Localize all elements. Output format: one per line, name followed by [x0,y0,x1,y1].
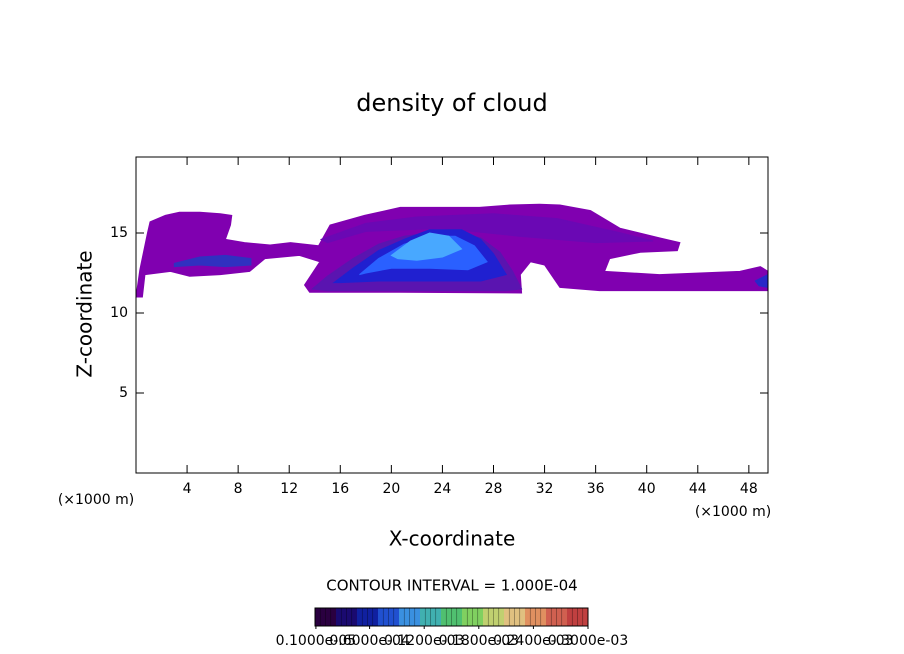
plot-frame [135,156,769,474]
x-tick-label: 44 [689,481,707,497]
x-unit-label: (×1000 m) [695,504,771,520]
colorbar-tick-label: 0.1800e-03 [439,633,519,649]
contour-region [390,232,463,261]
x-tick-label: 24 [434,481,452,497]
y-tick-label: 5 [119,385,128,401]
colorbar-tick-label: 0.2400e-03 [493,633,573,649]
x-tick-label: 12 [280,481,298,497]
colorbar-tick-label: 0.3000e-03 [548,633,628,649]
chart-title: density of cloud [356,89,547,117]
x-tick-label: 28 [485,481,503,497]
x-tick-label: 40 [638,481,656,497]
contour-region [173,254,252,268]
x-axis-label: X-coordinate [389,527,516,551]
colorbar-tick-label: 0.6000e-04 [329,633,410,649]
x-tick-label: 32 [536,481,554,497]
x-tick-label: 4 [183,481,192,497]
y-tick-label: 15 [110,225,128,241]
colorbar-tick-label: 0.1200e-03 [384,633,464,649]
y-axis-label: Z-coordinate [73,250,97,377]
x-tick-label: 16 [331,481,349,497]
x-tick-label: 8 [234,481,243,497]
contour-interval: CONTOUR INTERVAL = 1.000E-04 [326,577,577,595]
x-tick-label: 36 [587,481,605,497]
y-tick-label: 10 [110,305,128,321]
colorbar-tick-label: 0.1000e-05 [276,633,356,649]
y-unit-label: (×1000 m) [58,492,134,508]
x-tick-label: 20 [382,481,400,497]
x-tick-label: 48 [740,481,758,497]
colorbar-frame [314,607,589,627]
contour-region [319,213,654,244]
